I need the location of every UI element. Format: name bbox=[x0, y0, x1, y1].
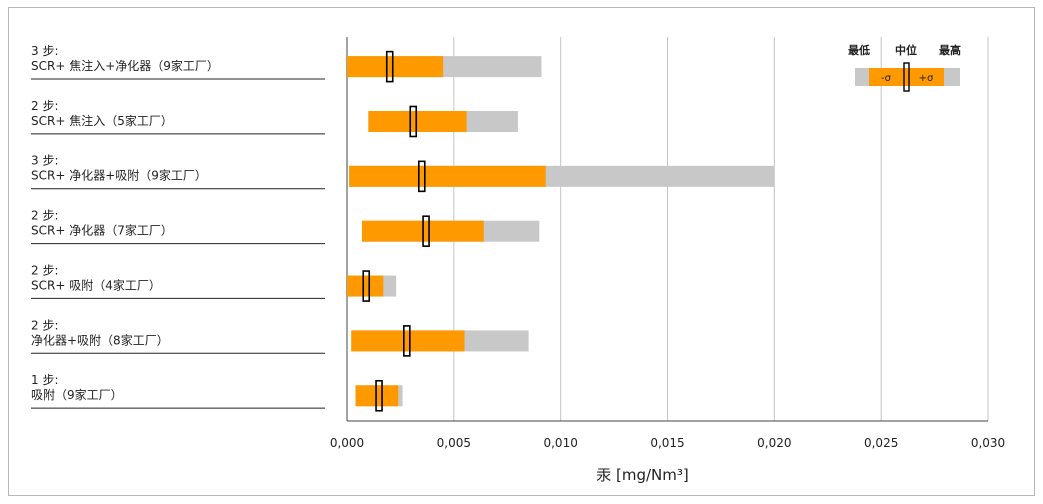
category-name-label: 吸附（9家工厂） bbox=[31, 387, 123, 402]
category-step-label: 2 步: bbox=[31, 263, 59, 277]
sigma-bar bbox=[351, 330, 465, 352]
x-tick-label: 0,015 bbox=[650, 436, 684, 450]
legend-label-max: 最高 bbox=[939, 43, 961, 57]
chart-frame: 0,000 0,005 0,010 0,015 0,020 0,025 0,030 汞 [mg… bbox=[8, 7, 1035, 496]
sigma-bar bbox=[355, 385, 399, 407]
median-marker bbox=[362, 270, 371, 302]
sigma-bar bbox=[349, 165, 546, 187]
median-marker bbox=[375, 379, 383, 412]
legend-minus-sigma: -σ bbox=[881, 73, 892, 84]
legend-plus-sigma: +σ bbox=[919, 73, 934, 84]
category-name-label: SCR+ 焦注入（5家工厂） bbox=[31, 113, 173, 128]
sigma-bar bbox=[347, 56, 444, 78]
x-tick-label: 0,005 bbox=[437, 436, 471, 450]
x-tick-label: 0,025 bbox=[864, 436, 898, 450]
category-name-label: SCR+ 净化器（7家工厂） bbox=[31, 223, 173, 238]
median-marker bbox=[422, 215, 430, 247]
mercury-range-chart: 0,000 0,005 0,010 0,015 0,020 0,025 0,030 汞 [mg… bbox=[31, 37, 1005, 484]
category-step-label: 1 步: bbox=[31, 373, 59, 387]
x-tick-label: 0,030 bbox=[971, 436, 1005, 450]
x-axis-title: 汞 [mg/Nm³] bbox=[596, 466, 689, 484]
legend-sigma-bar bbox=[869, 68, 944, 86]
category-step-label: 2 步: bbox=[31, 99, 59, 113]
x-tick-label: 0,010 bbox=[543, 436, 577, 450]
median-marker bbox=[409, 105, 418, 138]
category-step-label: 2 步: bbox=[31, 318, 59, 332]
category-step-label: 3 步: bbox=[31, 154, 59, 168]
median-marker bbox=[385, 50, 394, 83]
category-step-label: 2 步: bbox=[31, 209, 59, 223]
category-name-label: SCR+ 净化器+吸附（9家工厂） bbox=[31, 168, 207, 183]
sigma-bar bbox=[347, 275, 384, 297]
x-tick-label: 0,000 bbox=[330, 436, 364, 450]
category-name-label: 净化器+吸附（8家工厂） bbox=[31, 332, 169, 347]
category-name-label: SCR+ 吸附（4家工厂） bbox=[31, 277, 161, 292]
legend-median-marker bbox=[903, 62, 910, 92]
legend-label-min: 最低 bbox=[848, 43, 870, 57]
median-marker bbox=[417, 160, 426, 193]
x-tick-label: 0,020 bbox=[757, 436, 791, 450]
category-name-label: SCR+ 焦注入+净化器（9家工厂） bbox=[31, 58, 219, 73]
category-step-label: 3 步: bbox=[31, 44, 59, 58]
median-marker bbox=[403, 325, 411, 357]
sigma-bar bbox=[368, 110, 467, 132]
legend-label-median: 中位 bbox=[895, 43, 917, 57]
